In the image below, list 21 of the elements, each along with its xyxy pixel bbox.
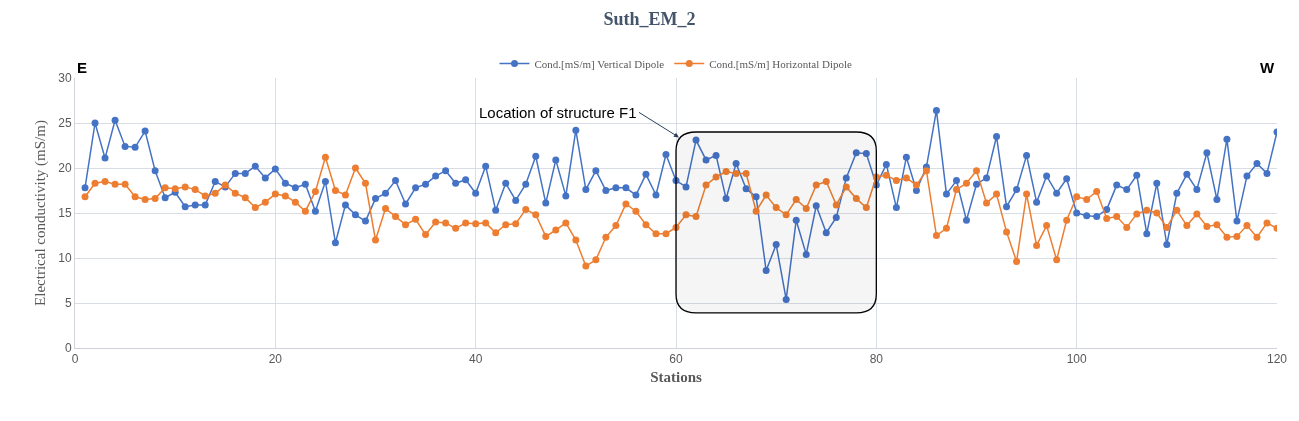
- x-tick-label: 60: [669, 352, 683, 367]
- x-tick-label: 40: [468, 352, 483, 367]
- x-tick-label: 120: [1266, 352, 1288, 367]
- y-tick-label: 20: [58, 161, 72, 176]
- text: E: [77, 59, 88, 76]
- y-tick-label: 5: [64, 296, 72, 311]
- legend-label: Cond.[mS/m] Horizontal Dipole: [709, 57, 853, 70]
- legend-label: Cond.[mS/m] Vertical Dipole: [534, 57, 665, 70]
- y-axis-title: Electrical conductivity (mS/m): [32, 120, 50, 306]
- x-tick-label: 100: [1066, 352, 1087, 367]
- x-tick-label: 20: [268, 352, 283, 367]
- y-tick-label: 10: [58, 251, 72, 266]
- text: W: [1260, 59, 1275, 76]
- y-tick-label: 0: [64, 341, 72, 356]
- band-label: Location of structure F1: [479, 104, 637, 121]
- x-axis-title: Stations: [650, 369, 702, 386]
- x-tick-label: 80: [869, 352, 884, 367]
- chart-title: Suth_EM_2: [603, 9, 696, 30]
- y-tick-label: 25: [58, 116, 72, 131]
- y-tick-label: 30: [58, 71, 72, 86]
- y-tick-label: 15: [58, 206, 72, 221]
